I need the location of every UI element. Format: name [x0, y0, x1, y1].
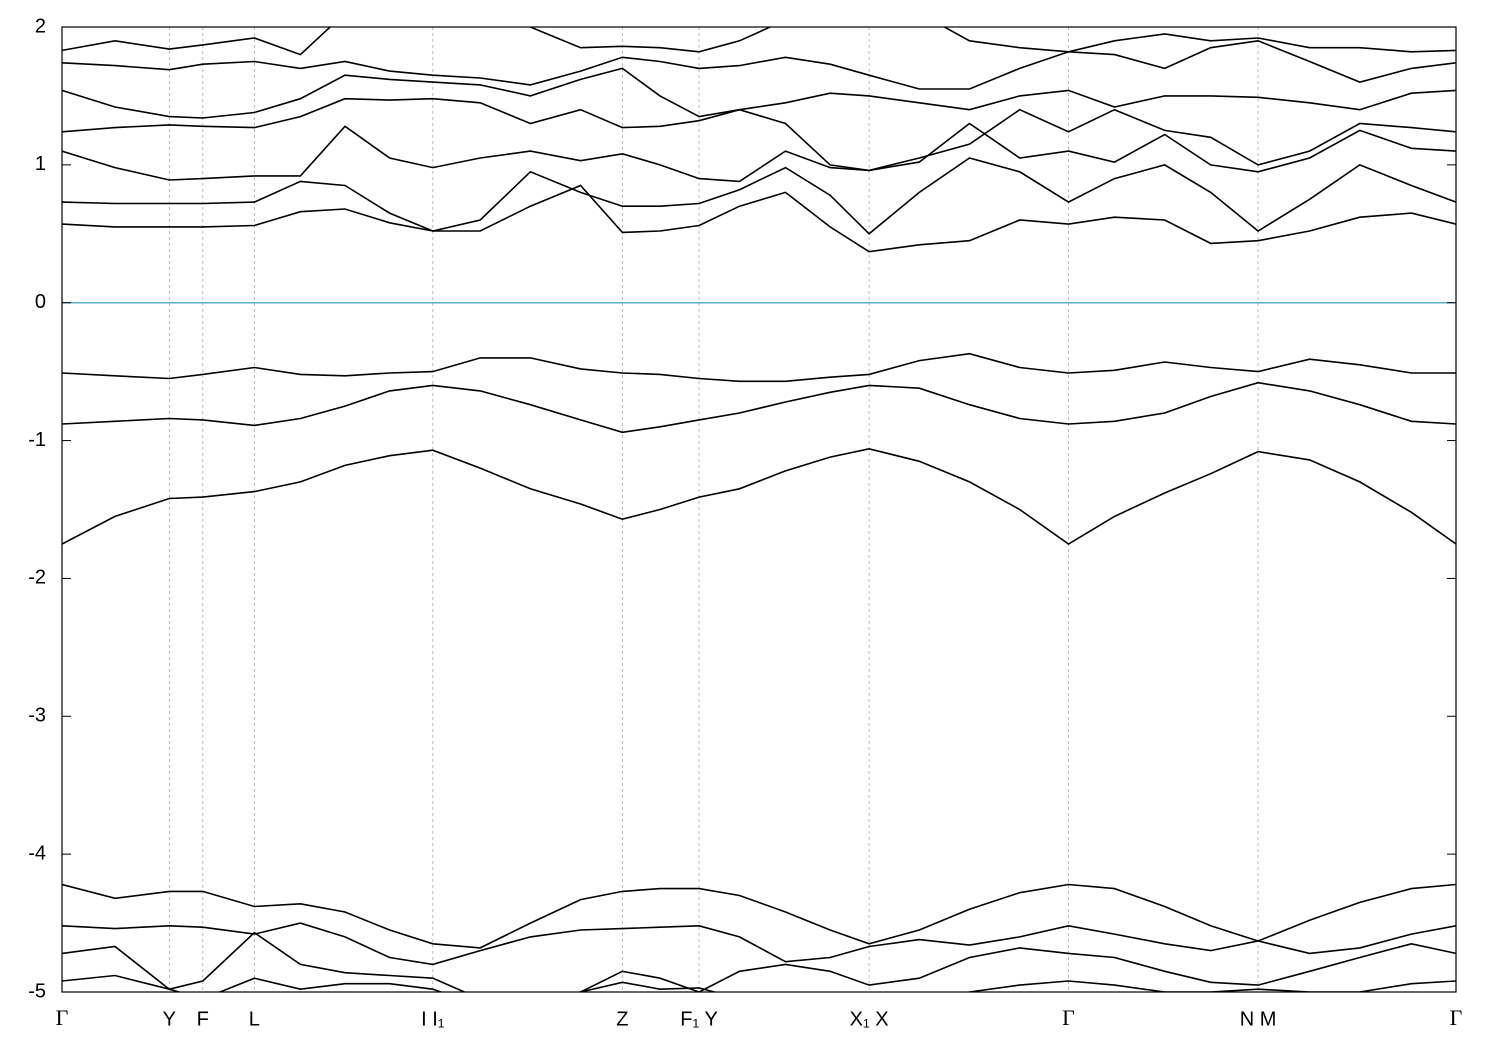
- y-tick-label: -5: [28, 980, 46, 1002]
- y-tick-label: -4: [28, 842, 46, 864]
- plot-frame: [61, 26, 1457, 993]
- x-tick-label: I I₁: [421, 1008, 445, 1030]
- band-line: [62, 122, 1456, 183]
- grid-layer: [61, 27, 1457, 992]
- band-line: [62, 157, 1456, 235]
- band-line: [62, 883, 1456, 949]
- band-line: [62, 922, 1456, 966]
- x-tick-label: X₁ X: [850, 1008, 889, 1030]
- x-tick-label: F: [197, 1008, 209, 1030]
- band-line: [62, 931, 1456, 992]
- labels-layer: -5 -4 -3 -2 -1 0 1 2 Γ Y F L I I₁ Z F₁ Y X₁ X Γ N M Γ: [28, 15, 1462, 1030]
- x-tick-label: Γ: [1062, 1005, 1075, 1030]
- x-tick-label: Y: [163, 1008, 176, 1030]
- y-tick-label: 2: [35, 15, 46, 37]
- y-tick-label: 1: [35, 153, 46, 175]
- band-line: [62, 39, 1456, 90]
- band-line: [62, 184, 1456, 253]
- band-line: [62, 97, 1456, 172]
- y-tick-label: 0: [35, 291, 46, 313]
- x-tick-label: N M: [1240, 1008, 1277, 1030]
- y-tick-label: -1: [28, 429, 46, 451]
- x-tick-label: L: [249, 1008, 260, 1030]
- x-tick-label: Z: [616, 1008, 628, 1030]
- band-line: [62, 447, 1456, 545]
- band-line: [62, 352, 1456, 383]
- x-tick-label: Γ: [56, 1005, 69, 1030]
- band-line: [62, 27, 1456, 56]
- y-tick-label: -2: [28, 567, 46, 589]
- y-tick-label: -3: [28, 705, 46, 727]
- bands-layer: [62, 27, 1456, 992]
- band-line: [62, 381, 1456, 434]
- band-line: [62, 974, 1456, 992]
- band-line: [62, 67, 1456, 119]
- x-tick-label: Γ: [1450, 1005, 1463, 1030]
- x-tick-label: F₁ Y: [680, 1008, 718, 1030]
